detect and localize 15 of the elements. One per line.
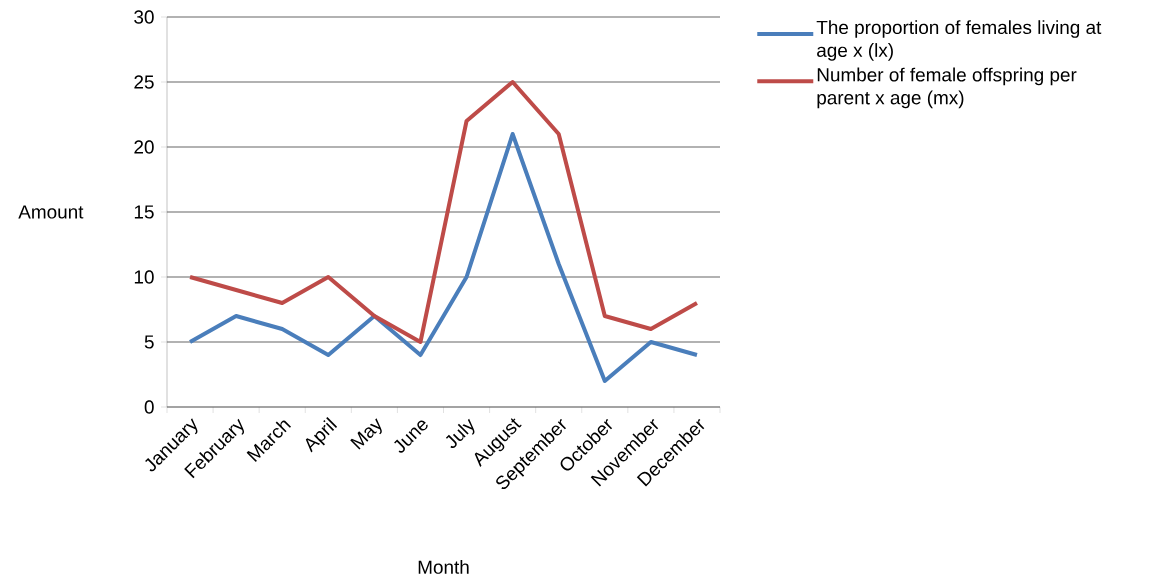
- y-tick-label: 10: [134, 270, 154, 284]
- y-tick-label: 0: [144, 400, 154, 414]
- line-series: [188, 80, 699, 345]
- y-tick-label: 20: [134, 140, 154, 154]
- y-tick-label: 30: [134, 10, 154, 24]
- y-tick-label: 15: [134, 205, 154, 219]
- legend-label: Number of female offspring per parent x age (mx): [817, 67, 1077, 109]
- y-tick-label: 25: [134, 75, 154, 89]
- y-tick-label: 5: [144, 335, 154, 349]
- x-axis-title: Month: [418, 559, 469, 574]
- y-axis-title: Amount: [18, 205, 84, 219]
- legend-label: The proportion of females living at age x (lx): [816, 20, 1102, 61]
- x-tick-label: July: [445, 418, 475, 449]
- x-tick-label: May: [350, 418, 382, 450]
- line-series: [188, 132, 699, 384]
